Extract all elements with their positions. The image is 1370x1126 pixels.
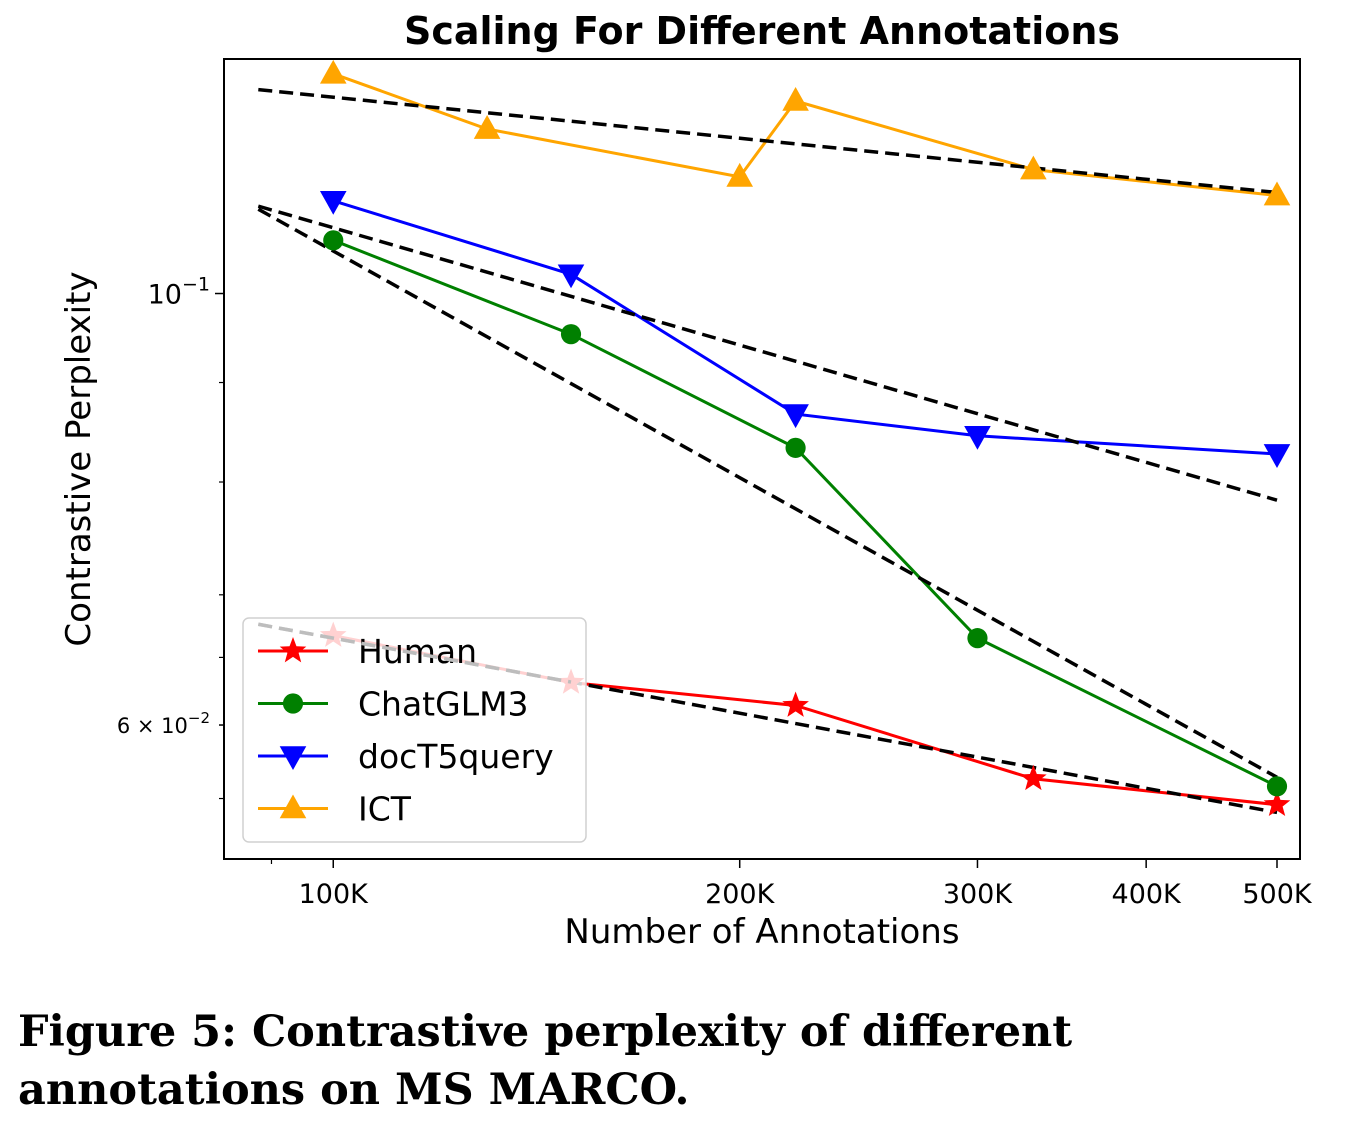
x-tick-label: 200K xyxy=(705,879,776,910)
marker-human-4 xyxy=(1020,764,1047,791)
trend-line-chatglm3 xyxy=(257,207,1278,779)
plot-frame xyxy=(223,58,1301,860)
series-line-doct5query xyxy=(332,199,1278,456)
marker-ict-5 xyxy=(1020,155,1047,180)
marker-chatglm3-1 xyxy=(323,230,344,251)
x-axis: 100K 200K 300K 400K 500K xyxy=(270,859,1313,910)
y-tick-label: 10−1 xyxy=(148,274,210,311)
marker-doct5query-2 xyxy=(557,264,585,289)
chart-svg: Scaling For Different Annotations 100K 20… xyxy=(59,9,1313,952)
legend-box xyxy=(242,617,587,843)
marker-chatglm3-5 xyxy=(1266,776,1288,797)
legend-label-human: Human xyxy=(358,632,477,671)
chart-title: Scaling For Different Annotations xyxy=(404,9,1120,53)
trend-line-human-faded xyxy=(257,622,572,684)
y-axis: 10−1 6 × 10−2 xyxy=(117,274,224,800)
marker-ict-1 xyxy=(319,59,347,84)
trend-line-doct5query xyxy=(257,204,1278,502)
marker-chatglm3-4 xyxy=(967,628,988,649)
marker-human-3 xyxy=(782,691,809,717)
legend-marker-human xyxy=(279,637,307,663)
marker-ict-4 xyxy=(782,86,809,111)
trend-line-ict xyxy=(258,87,1278,195)
legend-label-chatglm3: ChatGLM3 xyxy=(358,685,529,724)
legend-marker-chatglm3 xyxy=(282,693,304,714)
x-axis-label: Number of Annotations xyxy=(564,912,959,952)
marker-ict-6 xyxy=(1263,181,1291,206)
figure-caption: Figure 5: Contrastive perplexity of diff… xyxy=(18,1007,1073,1115)
marker-ict-2 xyxy=(473,115,501,139)
y-tick-label: 6 × 10−2 xyxy=(117,709,210,738)
y-axis-label: Contrastive Perplexity xyxy=(59,271,99,646)
marker-doct5query-3 xyxy=(782,404,809,429)
marker-doct5query-5 xyxy=(1263,444,1291,468)
legend-label-ict: ICT xyxy=(358,790,412,829)
legend-label-doct5query: docT5query xyxy=(358,737,554,776)
series-markers xyxy=(319,59,1291,817)
legend: Human ChatGLM3 docT5query ICT xyxy=(242,617,587,843)
series-line-ict xyxy=(332,72,1278,197)
legend-marker-ict xyxy=(279,794,307,819)
marker-chatglm3-2 xyxy=(560,324,582,345)
marker-ict-3 xyxy=(726,162,754,187)
x-tick-label: 100K xyxy=(299,879,370,910)
marker-chatglm3-3 xyxy=(785,437,806,458)
legend-marker-doct5query xyxy=(279,746,307,770)
x-tick-label: 400K xyxy=(1112,879,1183,910)
x-tick-label: 500K xyxy=(1242,879,1313,910)
marker-doct5query-1 xyxy=(319,191,347,215)
x-tick-label: 300K xyxy=(943,879,1014,910)
marker-doct5query-4 xyxy=(964,425,991,450)
marker-human-5 xyxy=(1263,790,1291,817)
